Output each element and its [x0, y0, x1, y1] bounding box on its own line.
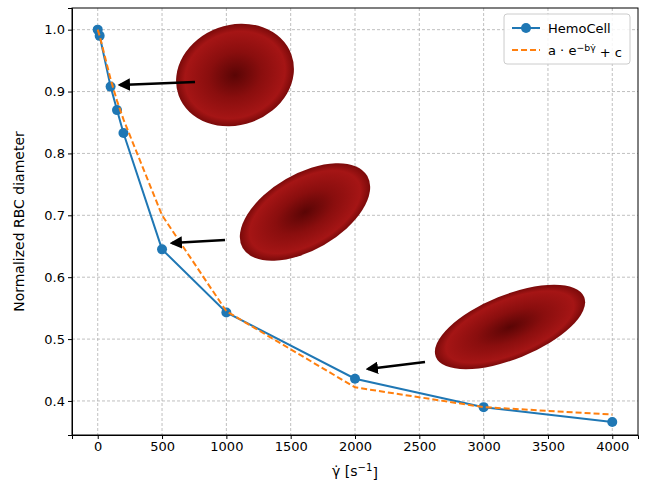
tick-mark — [68, 92, 72, 93]
rbc-illustration — [162, 7, 309, 142]
chart: 050010001500200025003000350040000.40.50.… — [0, 0, 650, 486]
legend-label: a · e−bγ̇ + c — [548, 42, 622, 60]
point — [607, 417, 617, 427]
x-axis-title: γ̇ [s−1] — [332, 462, 378, 480]
tick-mark — [68, 277, 72, 278]
x-axis: 0 500 1000 1500 2000 2500 3000 3500 4000 — [73, 435, 639, 454]
series-line — [98, 30, 613, 415]
tick-label: 4000 — [596, 439, 629, 454]
arrow — [120, 82, 195, 85]
tick-label: 1.0 — [44, 22, 65, 37]
illustrations — [120, 7, 596, 386]
point — [106, 82, 116, 92]
point — [350, 374, 360, 384]
tick-label: 0.7 — [44, 208, 65, 223]
tick-label: 500 — [150, 439, 175, 454]
axis-line — [68, 9, 73, 436]
tick-label: 0.9 — [44, 84, 65, 99]
tick: 2500 — [403, 435, 436, 454]
legend-swatch — [512, 49, 540, 51]
tick: 2000 — [339, 435, 372, 454]
tick-label: 0.5 — [44, 332, 65, 347]
tick-label: 3000 — [468, 439, 501, 454]
tick-mark — [68, 401, 72, 402]
grid-line — [162, 8, 163, 435]
legend-label: HemoCell — [548, 21, 611, 36]
tick: 1.0 — [44, 22, 72, 37]
legend-frame — [504, 14, 630, 64]
plot-frame — [72, 8, 638, 435]
tick: 0.4 — [44, 394, 72, 409]
tick: 3500 — [532, 435, 565, 454]
tick-label: 3500 — [532, 439, 565, 454]
tick-mark — [68, 215, 72, 216]
tick: 1500 — [275, 435, 308, 454]
arrow — [172, 240, 225, 243]
grid-line — [72, 400, 638, 401]
grid-line — [612, 8, 613, 435]
tick: 0.9 — [44, 84, 72, 99]
grid-line — [483, 8, 484, 435]
tick-mark — [68, 30, 72, 31]
tick: 0.7 — [44, 208, 72, 223]
tick: 0.8 — [44, 146, 72, 161]
tick-label: 1500 — [275, 439, 308, 454]
tick-label: 2500 — [403, 439, 436, 454]
rbc-illustration — [224, 143, 387, 281]
grid-line — [419, 8, 420, 435]
legend: HemoCell a · e−bγ̇ + c — [504, 14, 630, 64]
tick-label: 1000 — [210, 439, 243, 454]
tick: 3000 — [468, 435, 501, 454]
tick: 4000 — [596, 435, 629, 454]
tick: 500 — [150, 435, 175, 454]
tick-mark — [68, 153, 72, 154]
plot-area: 050010001500200025003000350040000.40.50.… — [44, 8, 638, 454]
arrow — [368, 362, 425, 369]
rbc-illustration — [424, 267, 596, 386]
tick-label: 0 — [94, 439, 102, 454]
grid — [72, 8, 638, 435]
tick-label: 0.4 — [44, 394, 65, 409]
point — [157, 244, 167, 254]
grid-line — [72, 153, 638, 154]
tick: 0.5 — [44, 332, 72, 347]
series-line — [98, 30, 613, 422]
tick-label: 0.8 — [44, 146, 65, 161]
tick-label: 0.6 — [44, 270, 65, 285]
y-axis-title: Normalized RBC diameter — [11, 131, 27, 312]
tick: 0 — [94, 435, 102, 454]
legend-swatch — [521, 23, 531, 33]
grid-line — [72, 277, 638, 278]
y-axis: 0.4 0.5 0.6 0.7 0.8 0.9 1.0 — [44, 9, 72, 436]
grid-line — [97, 8, 98, 435]
grid-line — [355, 8, 356, 435]
marks — [93, 25, 618, 427]
tick-mark — [68, 339, 72, 340]
grid-line — [547, 8, 548, 435]
grid-line — [72, 91, 638, 92]
tick-label: 2000 — [339, 439, 372, 454]
tick: 1000 — [210, 435, 243, 454]
tick: 0.6 — [44, 270, 72, 285]
